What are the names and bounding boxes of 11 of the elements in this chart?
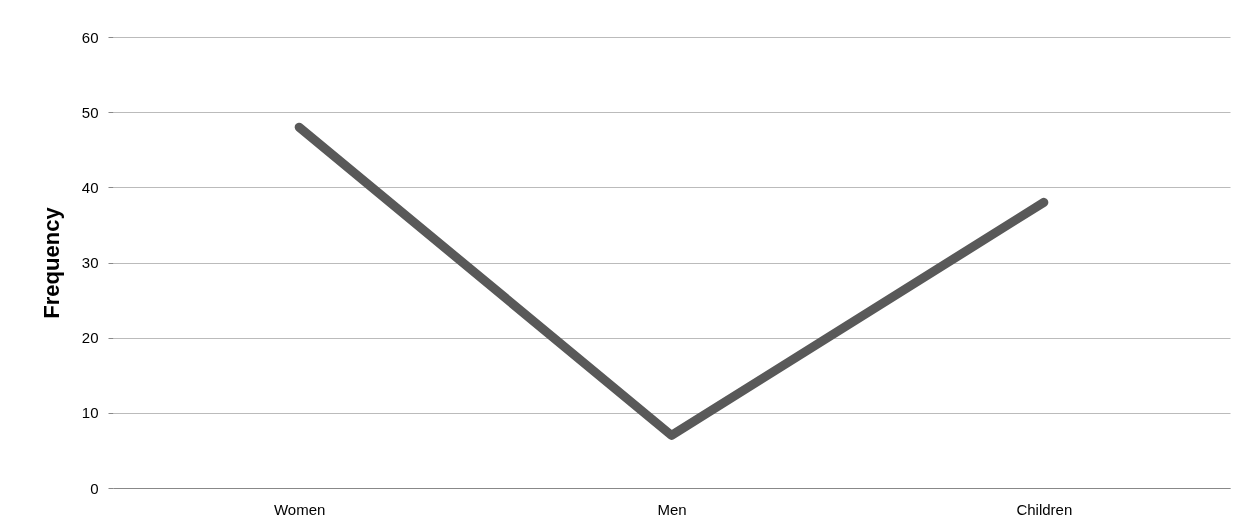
x-tick-label: Women (273, 500, 326, 518)
y-tick-label: 40 (81, 178, 99, 196)
x-tick-label: Men (657, 500, 687, 518)
y-tick-label: 60 (81, 28, 99, 46)
y-axis-title: Frequency (38, 206, 64, 319)
x-tick-label: Children (1016, 500, 1073, 518)
y-tick-label: 20 (81, 329, 99, 347)
y-tick-label: 50 (81, 103, 99, 121)
y-tick-label: 30 (81, 254, 99, 271)
y-tick-label: 0 (90, 479, 99, 497)
y-tick-label: 10 (81, 404, 99, 422)
